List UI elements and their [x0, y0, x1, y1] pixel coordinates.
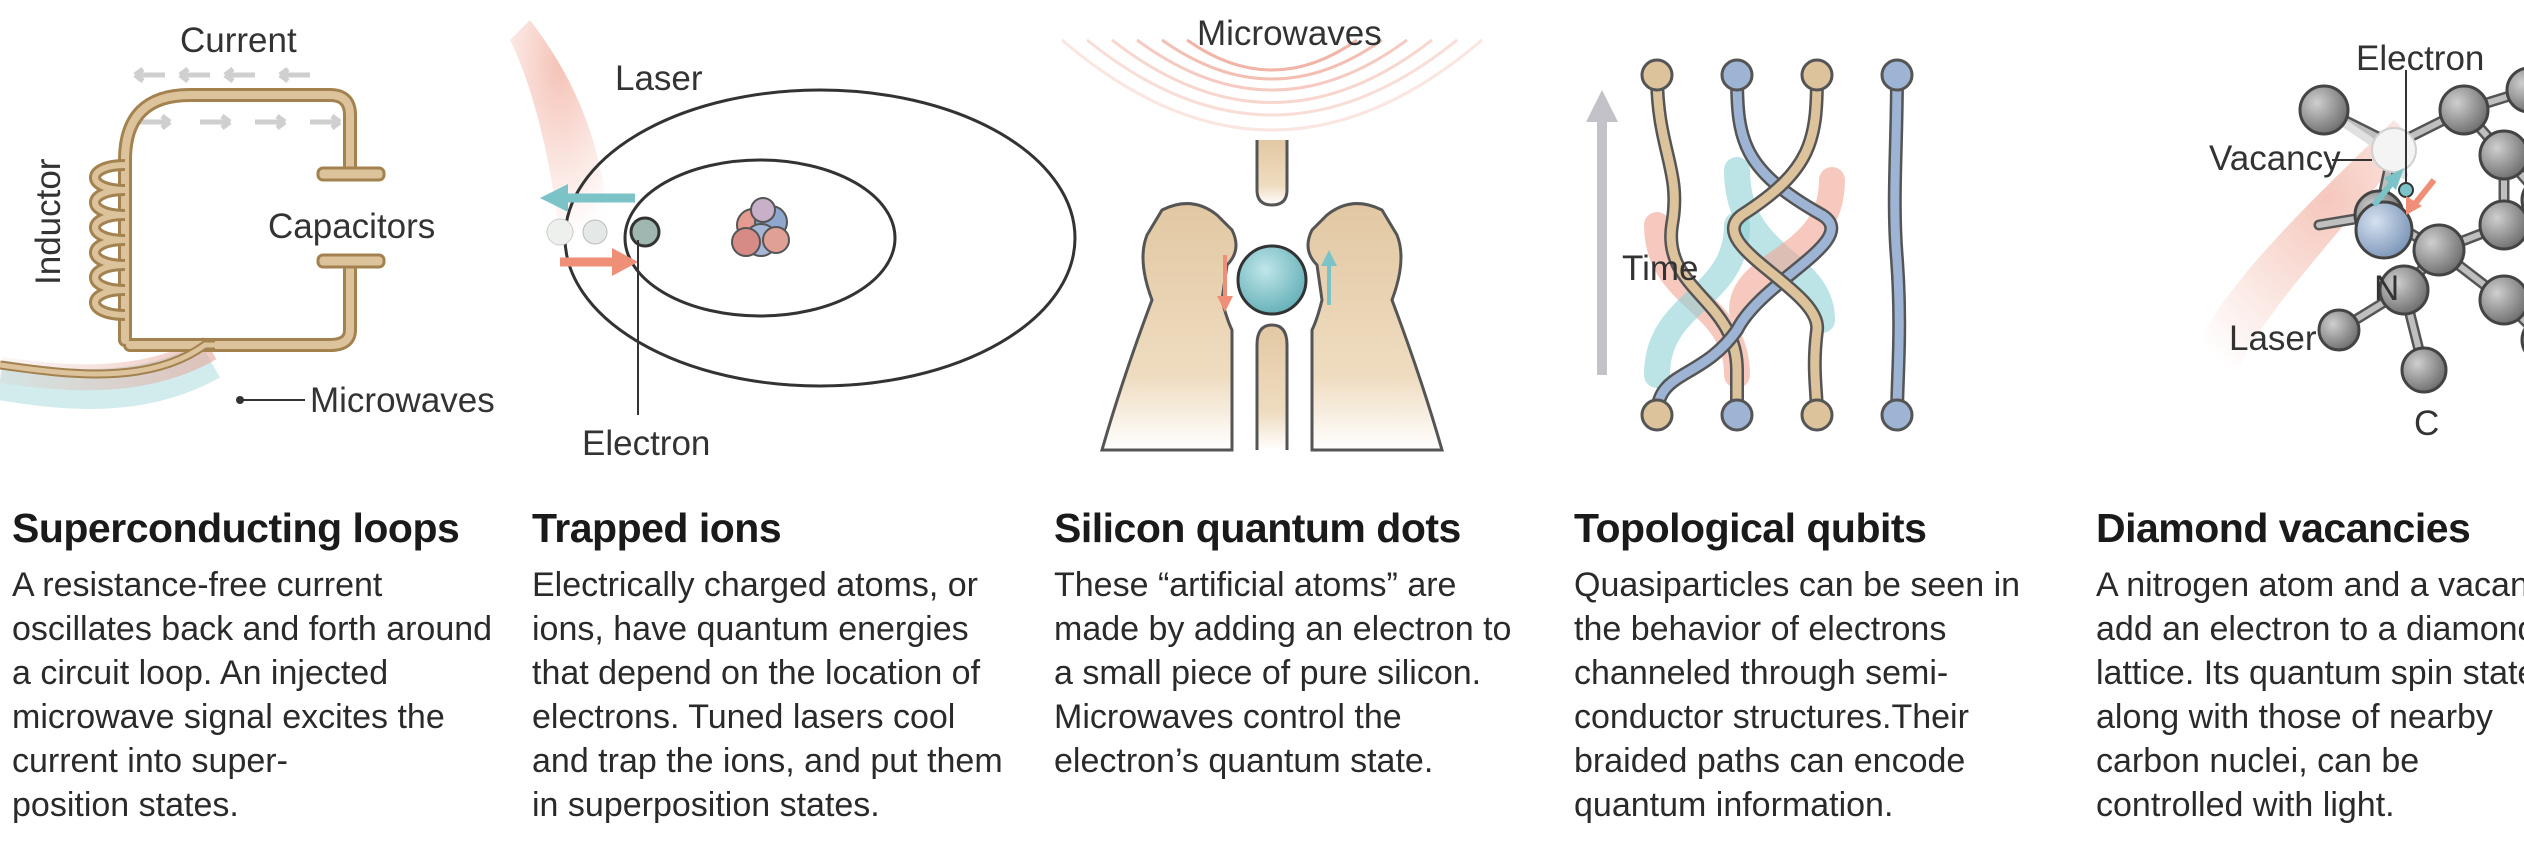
- label-vacancy: Vacancy: [2209, 139, 2341, 178]
- carbon-atoms: [2298, 67, 2524, 394]
- bottom-gate: [1255, 323, 1289, 450]
- body-line: made by adding an electron to: [1054, 610, 1512, 648]
- label-electron: Electron: [582, 424, 710, 463]
- panel-body: Quasiparticles can be seen in the behavi…: [1574, 563, 2064, 827]
- topological-qubits-illustration: Time: [1586, 58, 1914, 432]
- panel-body: Electrically charged atoms, or ions, hav…: [532, 563, 1022, 827]
- vacancy-site: [2371, 127, 2417, 173]
- label-microwaves: Microwaves: [1197, 14, 1382, 53]
- capacitor-plates: [316, 166, 386, 269]
- panel-diamond-vacancies: Electron Vacancy N Laser C Diamond vacan…: [2084, 0, 2524, 848]
- panel-body: A nitrogen atom and a vacancy add an ele…: [2096, 563, 2524, 827]
- body-line: carbon nuclei, can be: [2096, 742, 2420, 780]
- body-line: in superposition states.: [532, 786, 880, 824]
- inner-orbit: [623, 158, 897, 318]
- spin-arrows: [1217, 250, 1337, 312]
- label-microwaves: Microwaves: [310, 381, 495, 420]
- panel-body: These “artificial atoms” are made by add…: [1054, 563, 1544, 783]
- body-line: braided paths can encode: [1574, 742, 1966, 780]
- body-line: ions, have quantum energies: [532, 610, 969, 648]
- diamond-vacancy-illustration: Electron Vacancy N Laser C: [2194, 39, 2524, 443]
- body-line: and trap the ions, and put them: [532, 742, 1003, 780]
- label-laser: Laser: [615, 59, 703, 98]
- spin-arrows: [2371, 168, 2437, 215]
- label-carbon: C: [2414, 404, 2439, 443]
- circuit-loop-wire: [121, 91, 354, 349]
- panel-title: Diamond vacancies: [2096, 505, 2471, 551]
- panel-title: Trapped ions: [532, 505, 782, 551]
- label-electron: Electron: [2356, 39, 2484, 78]
- body-line: conductor structures.Their: [1574, 698, 1969, 736]
- braid-strand: [1726, 68, 1824, 422]
- braid-strand: [1650, 68, 1839, 422]
- body-line: add an electron to a diamond: [2096, 610, 2524, 648]
- body-line: controlled with light.: [2096, 786, 2395, 824]
- panel-title: Silicon quantum dots: [1054, 505, 1461, 551]
- body-line: electron’s quantum state.: [1054, 742, 1434, 780]
- microwave-waves: [1061, 38, 1483, 132]
- body-line: A resistance-free current: [12, 566, 383, 604]
- strand-endpoints: [1640, 58, 1914, 432]
- silicon-quantum-dot-illustration: Microwaves: [1061, 14, 1483, 452]
- current-arrows: [133, 67, 342, 130]
- panel-trapped-ions: Laser Electron Trapped ions Electrically…: [510, 0, 1077, 848]
- body-line: current into super-: [12, 742, 288, 780]
- time-arrow: [1586, 90, 1618, 375]
- electron-ghost: [546, 218, 574, 246]
- electron: [629, 216, 661, 248]
- braid-strand: [1887, 68, 1907, 422]
- left-electrode: [1100, 202, 1238, 452]
- body-line: that depend on the location of: [532, 654, 981, 692]
- electron: [2398, 182, 2414, 198]
- body-line: electrons. Tuned lasers cool: [532, 698, 956, 736]
- body-line: position states.: [12, 786, 239, 824]
- body-line: quantum information.: [1574, 786, 1894, 824]
- label-current: Current: [180, 21, 297, 60]
- body-line: the behavior of electrons: [1574, 610, 1947, 648]
- quantum-dot-electron: [1236, 244, 1308, 316]
- body-line: These “artificial atoms” are: [1054, 566, 1457, 604]
- laser-beam-glow: [2194, 120, 2414, 380]
- electron-ghost: [582, 219, 608, 245]
- panel-topological-qubits: Time Topological qubits Quasiparticles c…: [1562, 0, 2062, 848]
- body-line: oscillates back and forth around: [12, 610, 493, 648]
- body-line: microwave signal excites the: [12, 698, 445, 736]
- panel-title: Topological qubits: [1574, 505, 1927, 551]
- body-line: Electrically charged atoms, or: [532, 566, 978, 604]
- panel-superconducting-loops: Current Inductor Capacitors Microwaves S…: [0, 0, 500, 848]
- body-line: Quasiparticles can be seen in: [1574, 566, 2021, 604]
- body-line: channeled through semi-: [1574, 654, 1949, 692]
- nucleus: [731, 197, 790, 257]
- body-line: Microwaves control the: [1054, 698, 1402, 736]
- label-time: Time: [1622, 249, 1698, 288]
- panel-silicon-quantum-dots: Microwaves Silicon quantum dots These “a…: [1042, 0, 1542, 848]
- top-gate: [1255, 140, 1289, 207]
- right-electrode: [1306, 202, 1444, 452]
- nitrogen-atom: [2354, 200, 2414, 260]
- label-inductor: Inductor: [29, 158, 68, 285]
- panel-body: A resistance-free current oscillates bac…: [12, 563, 502, 827]
- trapped-ions-illustration: Laser Electron: [510, 20, 1077, 463]
- body-line: lattice. Its quantum spin state,: [2096, 654, 2524, 692]
- panel-title: Superconducting loops: [12, 505, 460, 551]
- body-line: a circuit loop. An injected: [12, 654, 389, 692]
- body-line: a small piece of pure silicon.: [1054, 654, 1482, 692]
- braid-strand: [1650, 68, 1744, 422]
- body-line: A nitrogen atom and a vacancy: [2096, 566, 2524, 604]
- laser-arrows: [540, 184, 638, 276]
- label-laser: Laser: [2229, 319, 2317, 358]
- body-line: along with those of nearby: [2096, 698, 2493, 736]
- laser-beam-glow: [510, 20, 610, 240]
- label-nitrogen: N: [2374, 269, 2399, 308]
- label-capacitors: Capacitors: [268, 207, 435, 246]
- superconducting-loop-illustration: Current Inductor Capacitors Microwaves: [0, 21, 495, 420]
